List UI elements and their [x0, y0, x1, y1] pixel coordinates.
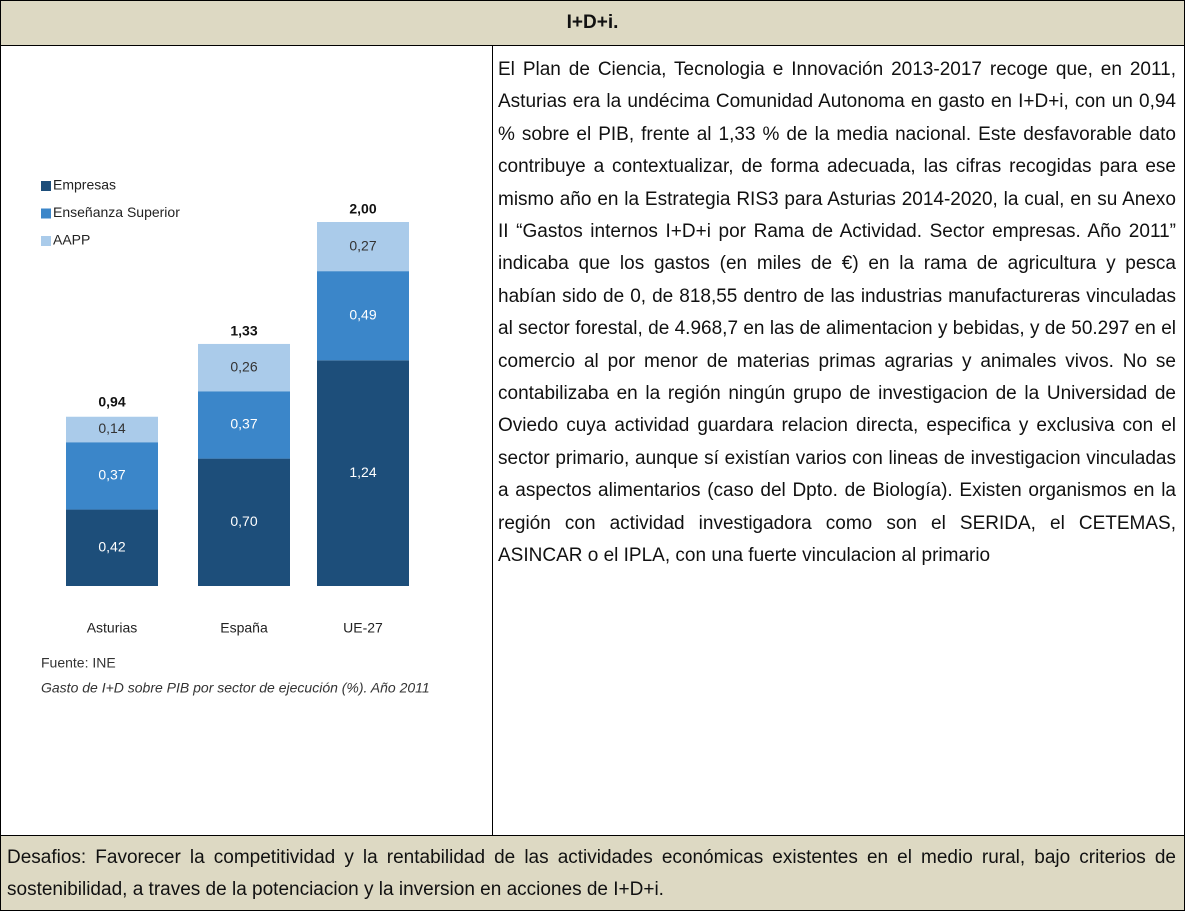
legend-swatch [41, 236, 51, 246]
value-label: 0,42 [98, 538, 125, 554]
value-label: 0,49 [349, 306, 376, 322]
bar-segment [198, 343, 290, 392]
value-label: 0,26 [230, 358, 257, 374]
legend-swatch [41, 181, 51, 191]
caption: Gasto de I+D sobre PIB por sector de eje… [41, 680, 430, 696]
bar-segment [317, 360, 409, 586]
bar-segment [66, 416, 158, 443]
bar-segment [198, 391, 290, 459]
legend-label: Empresas [53, 177, 116, 193]
body-cell: El Plan de Ciencia, Tecnologia e Innovac… [492, 45, 1185, 836]
total-label: 1,33 [230, 323, 257, 339]
x-tick-label: España [220, 620, 268, 636]
chart-cell: Fuente: INE Gasto de I+D sobre PIB por s… [0, 45, 493, 836]
footer-text: Desafios: Favorecer la competitividad y … [7, 847, 1176, 900]
value-label: 1,24 [349, 464, 376, 480]
value-label: 0,37 [230, 416, 257, 432]
title: I+D+i. [566, 12, 619, 33]
paragraph: El Plan de Ciencia, Tecnologia e Innovac… [498, 59, 1176, 567]
footer: Desafios: Favorecer la competitividad y … [0, 835, 1185, 911]
bar-segment [66, 509, 158, 586]
header: I+D+i. [0, 0, 1185, 46]
legend-swatch [41, 208, 51, 219]
bar-segment [198, 458, 290, 586]
value-label: 0,27 [349, 237, 376, 253]
value-label: 0,37 [98, 467, 125, 483]
bar-segment [317, 271, 409, 361]
value-label: 0,70 [230, 513, 257, 529]
x-tick-label: UE-27 [343, 620, 383, 636]
x-tick-label: Asturias [87, 620, 138, 636]
bar-segment [66, 442, 158, 510]
bar-segment [317, 222, 409, 272]
source: Fuente: INE [41, 655, 116, 671]
legend-label: AAPP [53, 232, 90, 248]
legend-label: Enseñanza Superior [53, 204, 180, 220]
total-label: 2,00 [349, 201, 376, 217]
value-label: 0,14 [98, 420, 125, 436]
chart: Fuente: INE Gasto de I+D sobre PIB por s… [41, 177, 430, 696]
total-label: 0,94 [98, 394, 125, 410]
